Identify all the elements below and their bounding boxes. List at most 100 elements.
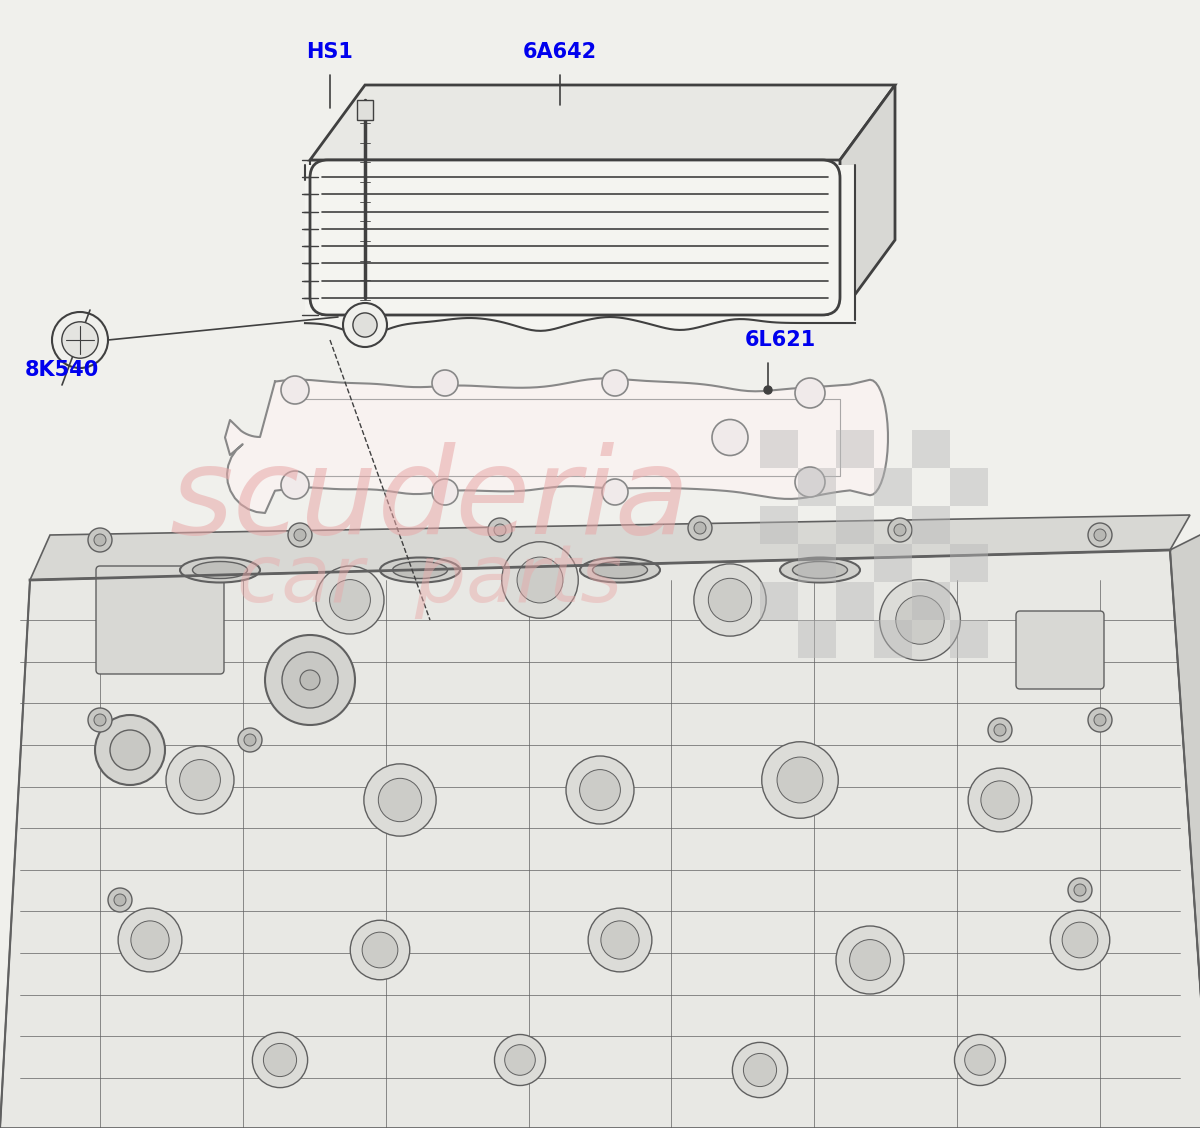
Circle shape [965, 1045, 995, 1075]
Circle shape [88, 708, 112, 732]
Circle shape [994, 724, 1006, 735]
Bar [912, 430, 950, 468]
Bar [950, 468, 988, 506]
Circle shape [265, 635, 355, 725]
Circle shape [588, 908, 652, 972]
Circle shape [796, 467, 826, 497]
Circle shape [1068, 878, 1092, 902]
Polygon shape [1170, 510, 1200, 1128]
Circle shape [517, 557, 563, 603]
Circle shape [281, 376, 310, 404]
Circle shape [732, 1042, 787, 1098]
Circle shape [694, 522, 706, 534]
Ellipse shape [392, 562, 448, 579]
Circle shape [288, 523, 312, 547]
Circle shape [744, 1054, 776, 1086]
Polygon shape [226, 378, 888, 513]
Polygon shape [305, 165, 854, 335]
Bar [874, 544, 912, 582]
Circle shape [94, 534, 106, 546]
Circle shape [378, 778, 421, 821]
Circle shape [238, 728, 262, 752]
Circle shape [131, 920, 169, 959]
Circle shape [88, 528, 112, 552]
Circle shape [94, 714, 106, 726]
Bar [874, 468, 912, 506]
Polygon shape [840, 85, 895, 315]
Bar [912, 506, 950, 544]
Polygon shape [310, 160, 840, 315]
Circle shape [364, 764, 436, 836]
Circle shape [601, 920, 640, 959]
Circle shape [1074, 884, 1086, 896]
Bar [760, 506, 798, 544]
Circle shape [880, 580, 960, 660]
Circle shape [343, 303, 386, 347]
Bar [912, 582, 950, 620]
Circle shape [330, 580, 371, 620]
Circle shape [95, 715, 166, 785]
Circle shape [895, 596, 944, 644]
Circle shape [494, 525, 506, 536]
Bar [798, 468, 836, 506]
Circle shape [602, 370, 628, 396]
Circle shape [1094, 529, 1106, 541]
Text: 8K540: 8K540 [25, 360, 100, 380]
Text: car  parts: car parts [238, 541, 623, 619]
Circle shape [494, 1034, 546, 1085]
Circle shape [488, 518, 512, 541]
Circle shape [118, 908, 182, 972]
Circle shape [505, 1045, 535, 1075]
Circle shape [52, 312, 108, 368]
Circle shape [1094, 714, 1106, 726]
Ellipse shape [192, 562, 247, 579]
Circle shape [282, 652, 338, 708]
Circle shape [980, 781, 1019, 819]
Polygon shape [310, 85, 895, 160]
Bar [950, 544, 988, 582]
Ellipse shape [380, 557, 460, 582]
Circle shape [432, 370, 458, 396]
Polygon shape [30, 515, 1190, 580]
Circle shape [580, 769, 620, 810]
FancyBboxPatch shape [96, 566, 224, 675]
Circle shape [712, 420, 748, 456]
Ellipse shape [792, 562, 847, 579]
Circle shape [796, 378, 826, 408]
Polygon shape [0, 550, 1200, 1128]
Circle shape [114, 895, 126, 906]
Circle shape [180, 759, 221, 801]
Circle shape [1088, 708, 1112, 732]
Circle shape [281, 472, 310, 499]
Circle shape [968, 768, 1032, 831]
Circle shape [1050, 910, 1110, 970]
Circle shape [108, 888, 132, 913]
Ellipse shape [180, 557, 260, 582]
Bar [836, 582, 874, 620]
Circle shape [762, 742, 839, 818]
Bar [798, 544, 836, 582]
Circle shape [602, 479, 628, 505]
Circle shape [362, 932, 398, 968]
Circle shape [502, 541, 578, 618]
Circle shape [888, 518, 912, 541]
FancyBboxPatch shape [310, 160, 840, 315]
Text: 6L621: 6L621 [744, 331, 816, 350]
Circle shape [244, 734, 256, 746]
Circle shape [764, 386, 772, 394]
Ellipse shape [593, 562, 648, 579]
Circle shape [850, 940, 890, 980]
Circle shape [708, 579, 751, 622]
Circle shape [988, 719, 1012, 742]
Circle shape [316, 566, 384, 634]
Circle shape [566, 756, 634, 823]
Circle shape [252, 1032, 307, 1087]
Circle shape [62, 321, 98, 359]
Circle shape [1062, 923, 1098, 958]
Text: 6A642: 6A642 [523, 42, 598, 62]
Text: HS1: HS1 [306, 42, 354, 62]
Polygon shape [358, 100, 373, 120]
Circle shape [110, 730, 150, 770]
Bar [836, 430, 874, 468]
Circle shape [432, 479, 458, 505]
